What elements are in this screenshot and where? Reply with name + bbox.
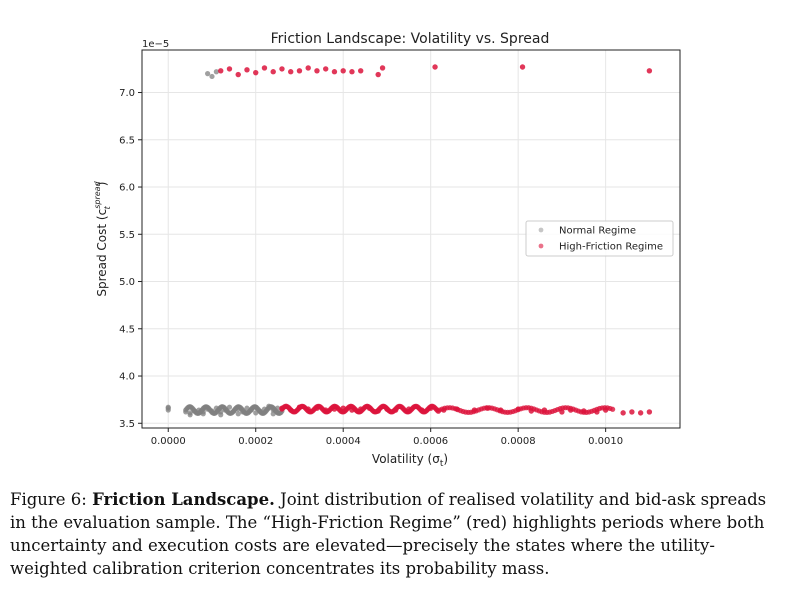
y-tick-label: 6.0 — [119, 183, 135, 194]
normal-regime-points — [165, 69, 285, 418]
x-tick-label: 0.0006 — [413, 436, 448, 447]
normal-point — [187, 412, 193, 418]
x-tick-label: 0.0008 — [501, 436, 536, 447]
scatter-chart: Friction Landscape: Volatility vs. Sprea… — [93, 31, 681, 469]
high-friction-point — [629, 409, 635, 415]
y-axis-label: Spread Cost (cspreadt) — [93, 180, 112, 296]
high-friction-point — [620, 410, 626, 416]
chart-title: Friction Landscape: Volatility vs. Sprea… — [271, 31, 550, 47]
x-tick-label: 0.0010 — [588, 436, 623, 447]
y-axis-ticks: 3.5 4.0 4.5 5.0 5.5 6.0 6.5 7.0 — [119, 88, 142, 430]
legend-box — [525, 220, 674, 257]
high-friction-point — [379, 65, 386, 71]
high-friction-point — [349, 69, 355, 75]
high-friction-point — [226, 66, 233, 72]
y-tick-label: 3.5 — [119, 419, 135, 430]
high-friction-point — [610, 406, 616, 412]
high-friction-point — [637, 410, 644, 416]
legend-high-marker — [538, 243, 544, 249]
high-friction-point — [519, 64, 526, 70]
high-friction-point — [646, 68, 653, 74]
y-tick-label: 4.5 — [119, 324, 135, 335]
high-friction-regime-points — [218, 64, 653, 416]
high-friction-point — [331, 69, 338, 75]
caption-text: Joint distribution of realised volatilit… — [10, 490, 767, 578]
high-friction-point — [270, 69, 276, 75]
high-friction-point — [244, 67, 250, 73]
y-tick-label: 5.0 — [119, 277, 135, 288]
legend-normal-label: Normal Regime — [559, 226, 636, 237]
high-friction-point — [357, 68, 364, 74]
y-tick-label: 6.5 — [119, 135, 135, 146]
x-tick-label: 0.0004 — [326, 436, 361, 447]
normal-point — [235, 411, 241, 417]
x-tick-label: 0.0002 — [238, 436, 273, 447]
y-tick-label: 5.5 — [119, 230, 135, 241]
high-friction-point — [235, 71, 241, 78]
normal-point — [218, 412, 224, 418]
high-friction-point — [288, 69, 294, 75]
y-tick-label: 7.0 — [119, 88, 135, 99]
y-tick-label: 4.0 — [119, 372, 135, 383]
offset-text: 1e−5 — [142, 39, 169, 50]
high-friction-point — [279, 66, 285, 72]
normal-point — [209, 73, 215, 80]
x-tick-label: 0.0000 — [151, 436, 186, 447]
high-friction-point — [261, 65, 268, 71]
high-friction-point — [646, 409, 653, 415]
high-friction-point — [253, 69, 259, 76]
normal-point — [165, 405, 171, 411]
high-friction-point — [375, 71, 381, 78]
high-friction-point — [432, 64, 438, 70]
normal-point — [213, 69, 219, 75]
normal-point — [205, 71, 211, 77]
legend: Normal Regime High-Friction Regime — [525, 220, 674, 257]
plot-frame — [141, 49, 681, 429]
high-friction-point — [218, 68, 224, 74]
high-friction-point — [296, 68, 303, 74]
caption-bold: Friction Landscape. — [92, 490, 275, 509]
caption-prefix: Figure 6: — [10, 490, 93, 509]
figure-caption: Figure 6: Friction Landscape. Joint dist… — [10, 488, 770, 580]
legend-normal-marker — [538, 227, 544, 233]
x-axis-ticks: 0.0000 0.0002 0.0004 0.0006 0.0008 0.0010 — [151, 428, 623, 447]
x-axis-label: Volatility (σt) — [372, 452, 448, 469]
high-friction-point — [314, 68, 320, 74]
legend-high-label: High-Friction Regime — [559, 242, 663, 253]
high-friction-point — [323, 66, 329, 72]
high-friction-point — [305, 65, 311, 71]
high-friction-point — [340, 68, 346, 74]
